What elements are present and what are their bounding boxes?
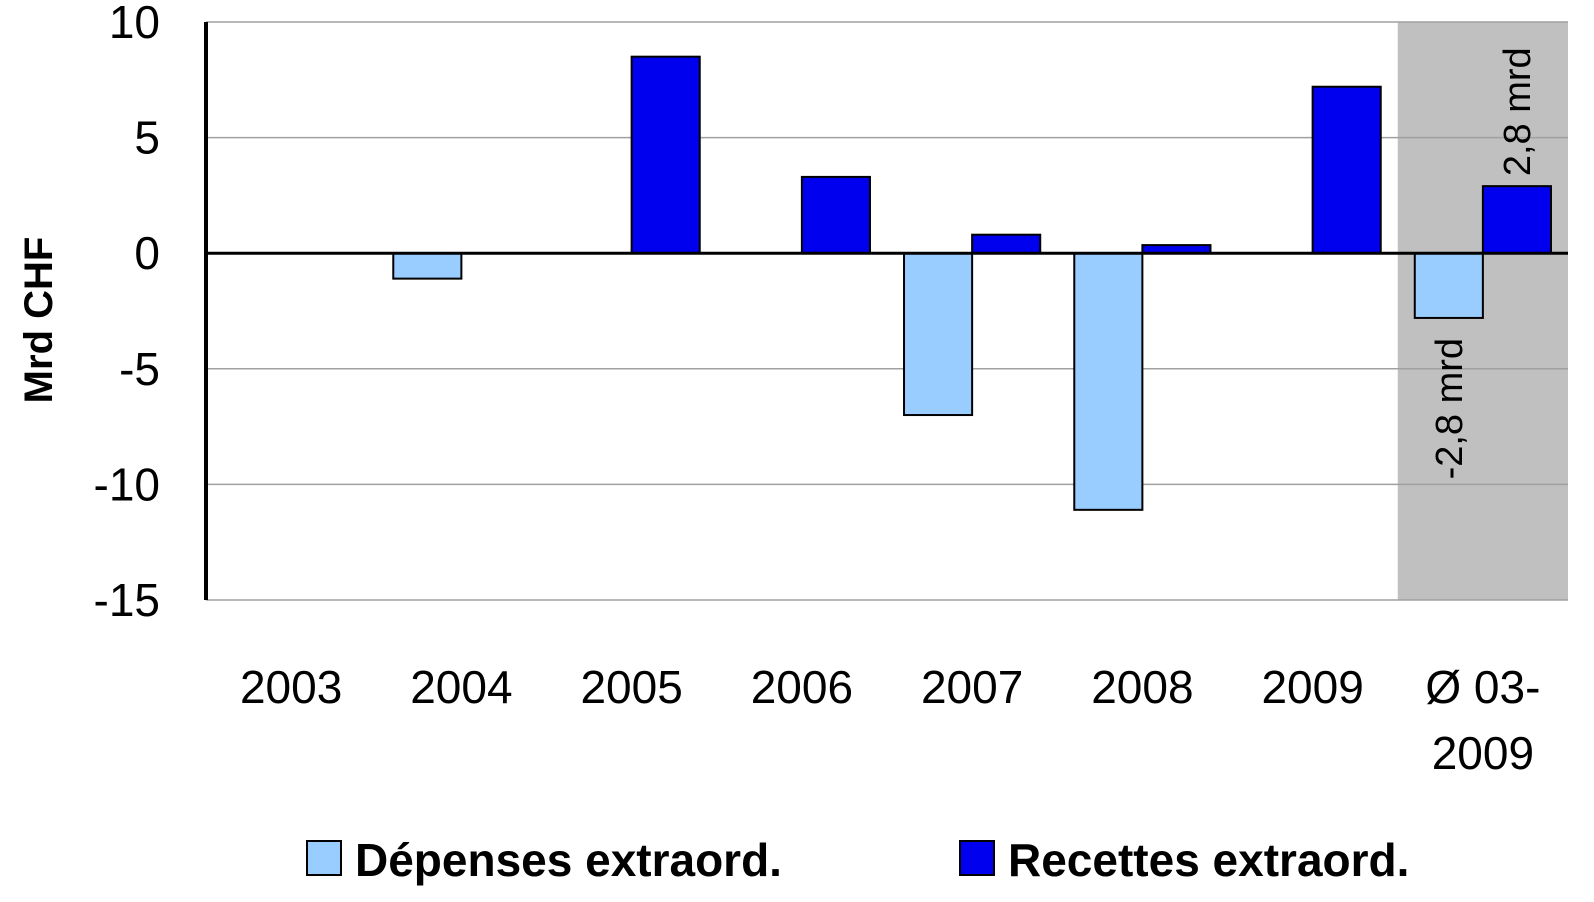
y-tick-label: 5 — [134, 112, 160, 164]
x-tick-labels: 2003 2004 2005 2006 2007 2008 2009 Ø 03- 2009 — [240, 661, 1540, 779]
bar-recettes-2007 — [971, 233, 1042, 255]
bar-recettes-032009 — [1481, 185, 1552, 255]
x-tick-label: 2006 — [751, 661, 853, 713]
data-annotation: 2,8 mrd — [1497, 47, 1539, 176]
bar-recettes-2009 — [1311, 85, 1382, 255]
y-tick-label: 0 — [134, 227, 160, 279]
data-annotation: -2,8 mrd — [1429, 338, 1471, 479]
bar-depenses-2008 — [1073, 252, 1144, 511]
y-axis-label: Mrd CHF — [17, 237, 61, 404]
x-tick-label: 2003 — [240, 661, 342, 713]
x-tick-label: 2004 — [410, 661, 512, 713]
y-tick-label: -15 — [94, 574, 160, 626]
bars — [392, 55, 1552, 511]
bar-depenses-2007 — [903, 252, 974, 417]
legend-swatch — [306, 840, 342, 876]
bar-recettes-2005 — [630, 55, 701, 255]
legend: Dépenses extraord. Recettes extraord. — [306, 834, 1409, 886]
bar-depenses-2004 — [392, 252, 463, 280]
legend-swatch — [959, 840, 995, 876]
gridlines — [206, 21, 1568, 601]
y-tick-label: -10 — [94, 458, 160, 510]
legend-label: Dépenses extraord. — [355, 834, 782, 886]
x-tick-label: 2007 — [921, 661, 1023, 713]
legend-label: Recettes extraord. — [1008, 834, 1409, 886]
x-tick-label: 2009 — [1261, 661, 1363, 713]
x-tick-label: 2005 — [580, 661, 682, 713]
y-tick-labels: 10 5 0 -5 -10 -15 — [94, 0, 160, 626]
x-tick-label: Ø 03- — [1425, 661, 1540, 713]
bar-depenses-032009 — [1413, 252, 1484, 319]
annotations: -2,8 mrd 2,8 mrd — [1429, 47, 1539, 479]
x-tick-label: 2009 — [1432, 727, 1534, 779]
y-tick-label: 10 — [109, 0, 160, 48]
x-tick-label: 2008 — [1091, 661, 1193, 713]
y-tick-label: -5 — [119, 343, 160, 395]
bar-recettes-2006 — [800, 175, 871, 255]
